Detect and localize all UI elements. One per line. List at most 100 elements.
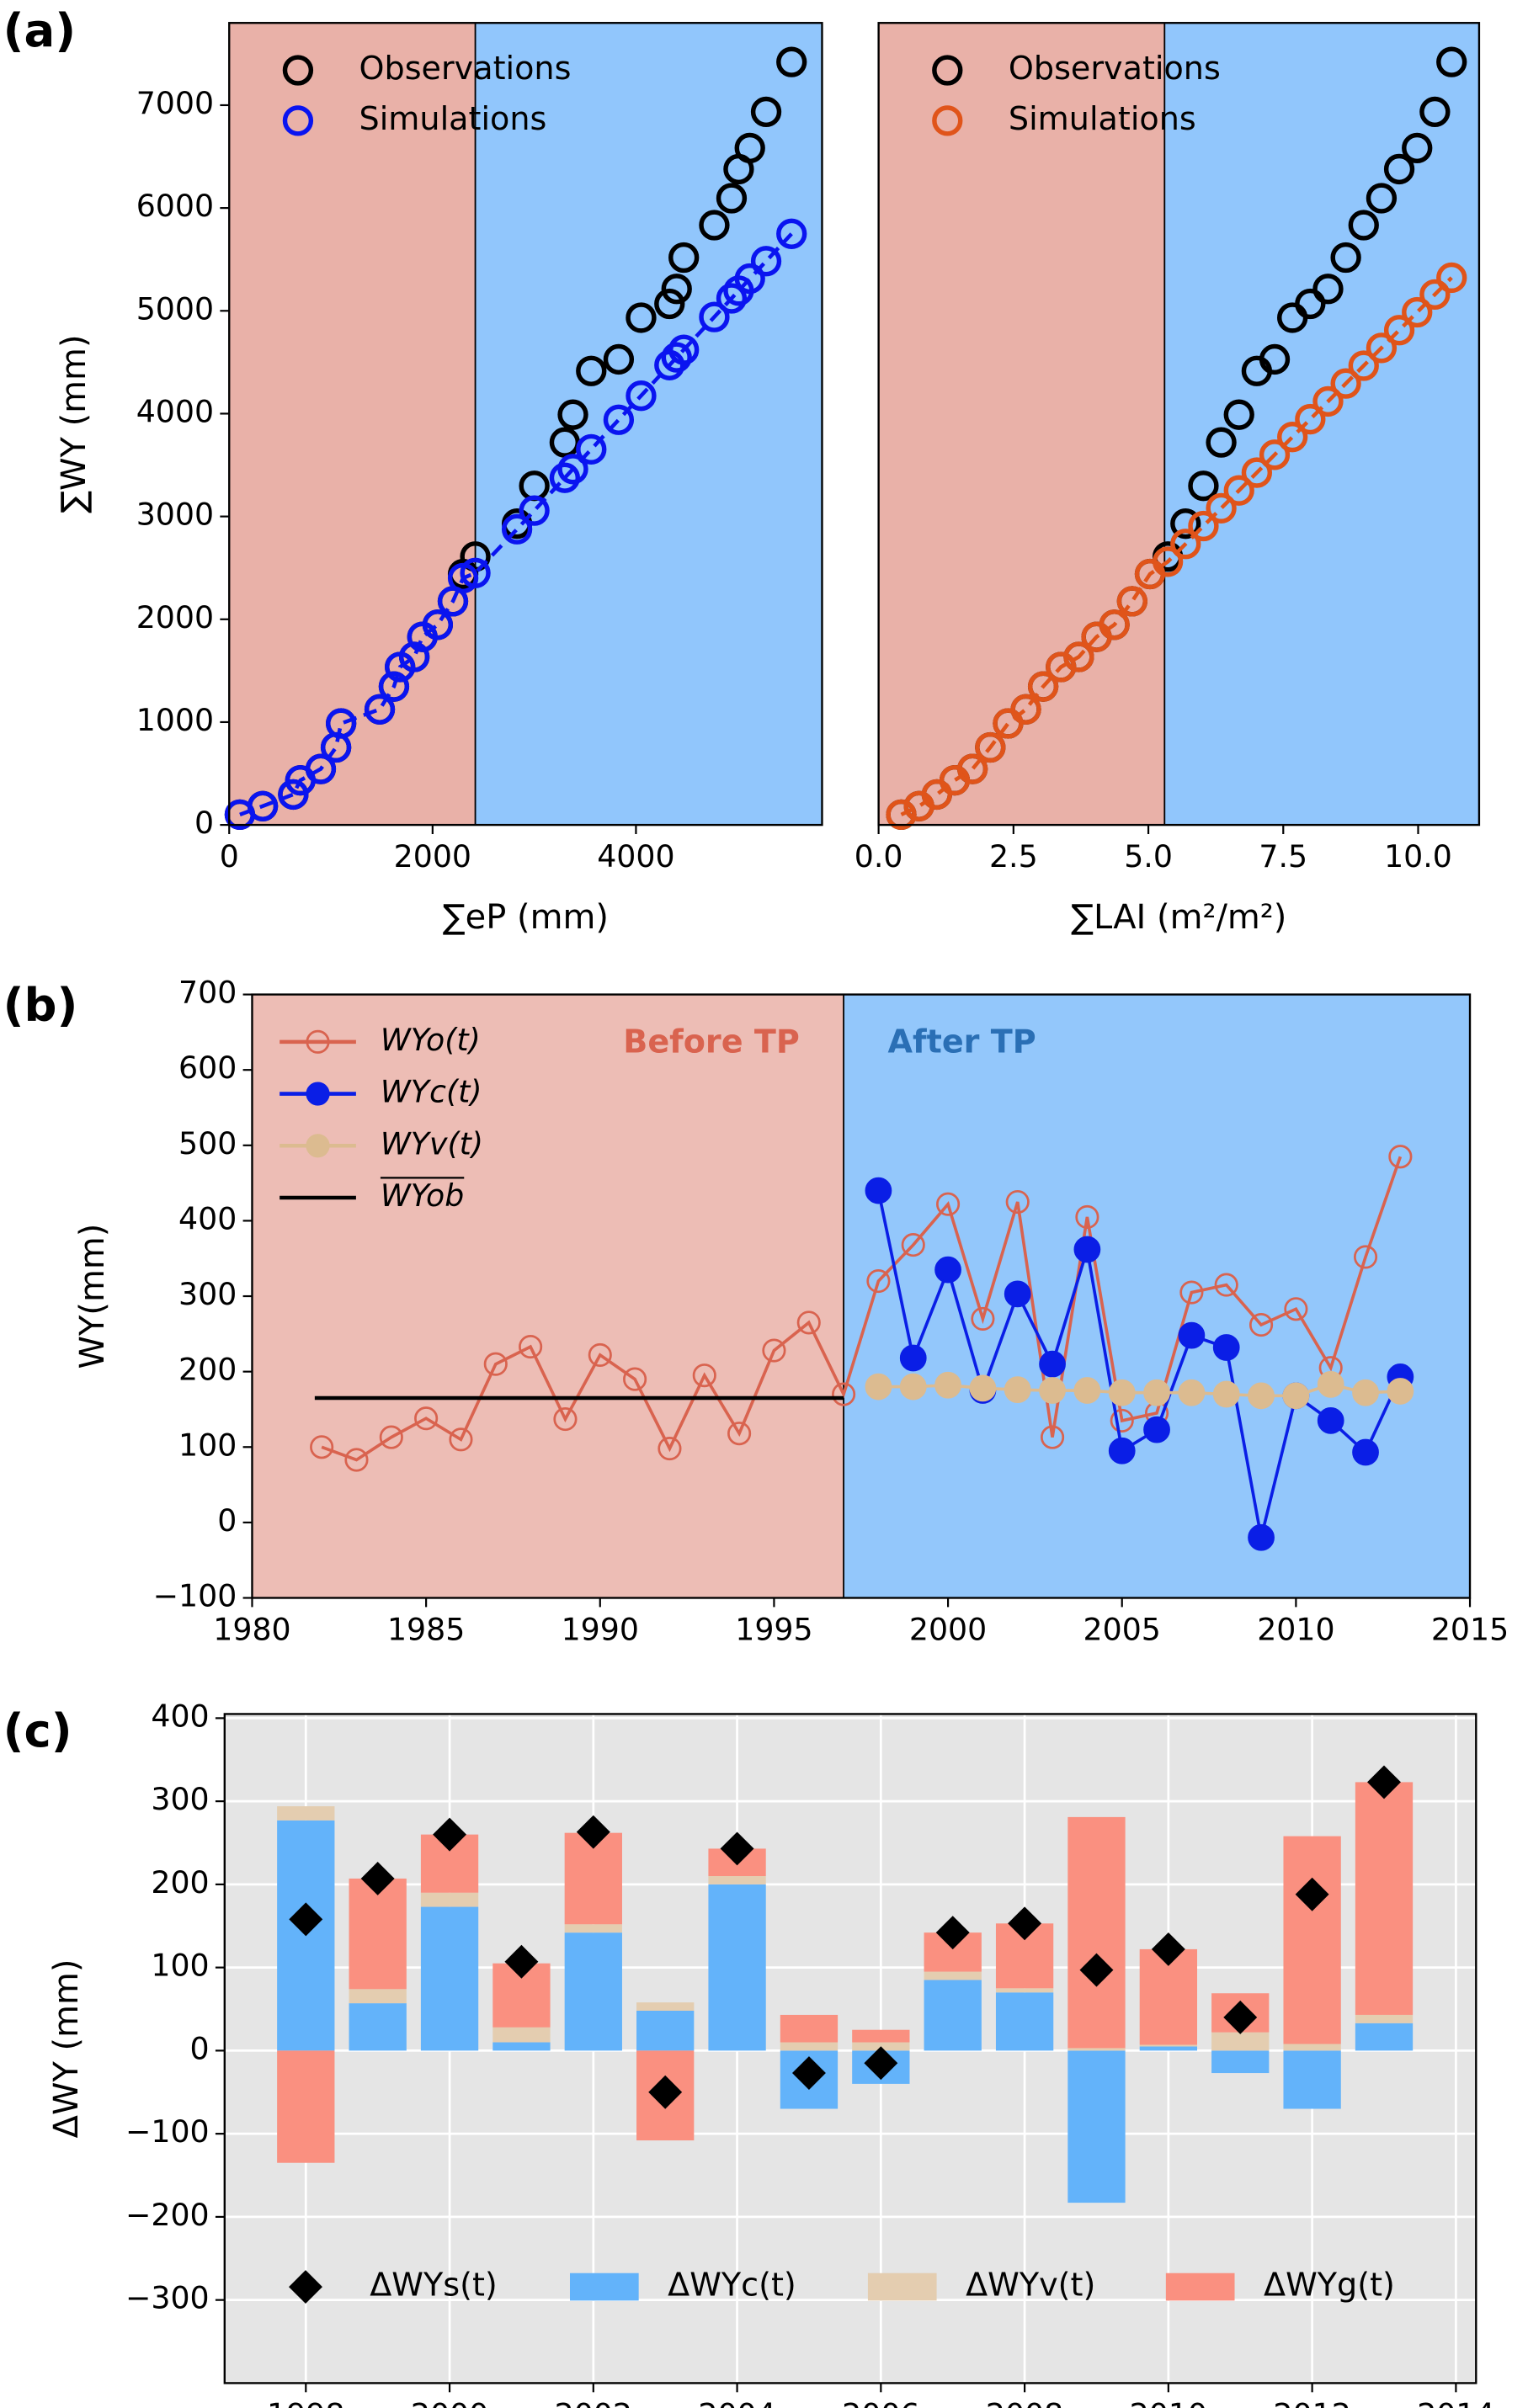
y-tick-label: 0 xyxy=(190,2030,210,2066)
point xyxy=(603,404,635,435)
x-tick-label: 1998 xyxy=(267,2396,344,2408)
point xyxy=(310,1435,334,1459)
point xyxy=(1241,457,1273,488)
point xyxy=(1402,296,1433,328)
point xyxy=(1248,1382,1275,1410)
region-before xyxy=(878,23,1165,826)
point xyxy=(1073,1236,1101,1263)
bar-segment xyxy=(1139,2044,1198,2047)
bar-segment xyxy=(349,2003,407,2051)
point xyxy=(1282,1382,1310,1410)
y-tick-label: 400 xyxy=(178,1200,237,1236)
point xyxy=(971,1306,995,1331)
x-axis-label: ∑eP (mm) xyxy=(443,898,609,937)
point xyxy=(699,210,730,241)
x-tick-label: 2010 xyxy=(1130,2396,1207,2408)
point xyxy=(1436,262,1467,294)
point xyxy=(716,283,748,314)
point xyxy=(1206,492,1237,524)
point xyxy=(750,96,782,128)
x-tick-label: 2008 xyxy=(986,2396,1063,2408)
point xyxy=(588,1342,612,1368)
bar-segment xyxy=(1355,1782,1414,2015)
y-tick-label: 600 xyxy=(178,1050,237,1086)
legend-label: Simulations xyxy=(1009,100,1196,137)
x-tick-label: 2002 xyxy=(555,2396,632,2408)
y-tick-label: 100 xyxy=(151,1948,209,1984)
legend-label: Simulations xyxy=(359,100,547,137)
region-after xyxy=(475,23,823,826)
x-tick-label: 2015 xyxy=(1431,1611,1509,1647)
y-axis-label: ∑WY (mm) xyxy=(55,334,93,513)
point xyxy=(422,609,454,641)
x-tick-label: 0 xyxy=(220,838,239,874)
point xyxy=(379,1425,403,1449)
point xyxy=(557,399,588,430)
bar-segment xyxy=(1211,2032,1270,2051)
point xyxy=(1041,1425,1065,1449)
point xyxy=(1214,1273,1238,1297)
y-axis-label: WY(mm) xyxy=(73,1224,112,1369)
point xyxy=(1402,132,1433,164)
y-tick-label: 200 xyxy=(151,1864,209,1900)
y-tick-label: 2000 xyxy=(136,599,214,635)
point xyxy=(727,1422,752,1446)
bar-segment xyxy=(564,1924,622,1933)
plot-frame xyxy=(877,22,1481,827)
point xyxy=(1178,1321,1206,1349)
x-tick-label: 2012 xyxy=(1273,2396,1350,2408)
point xyxy=(1110,1408,1134,1433)
point xyxy=(1284,1297,1308,1321)
y-tick-label: 6000 xyxy=(136,188,214,224)
bar-segment xyxy=(924,1971,982,1980)
point xyxy=(668,334,700,365)
diamond-point xyxy=(1008,1906,1042,1941)
bar-segment xyxy=(852,2029,910,2043)
legend-label: Observations xyxy=(359,50,572,87)
point xyxy=(1387,1378,1414,1405)
point xyxy=(1188,470,1219,502)
point xyxy=(661,274,692,305)
point xyxy=(1248,1523,1275,1551)
point xyxy=(1248,1313,1274,1337)
point xyxy=(750,246,782,277)
point xyxy=(716,183,748,214)
legend-marker xyxy=(306,1082,330,1106)
legend-label: WYv(t) xyxy=(381,1125,483,1161)
x-tick-label: 2010 xyxy=(1257,1611,1334,1647)
point xyxy=(1419,279,1451,311)
bar-segment xyxy=(1283,1836,1341,2044)
point xyxy=(1223,399,1254,430)
point xyxy=(1073,1377,1101,1404)
diamond-point xyxy=(791,2056,826,2091)
legend-label: ΔWYc(t) xyxy=(668,2267,796,2304)
point xyxy=(501,513,533,545)
point xyxy=(1108,1379,1136,1406)
point xyxy=(1212,1380,1240,1408)
point xyxy=(1388,1145,1413,1169)
bar-segment xyxy=(780,2014,839,2043)
point xyxy=(1004,1280,1031,1308)
point xyxy=(654,288,685,320)
bar-segment xyxy=(349,1989,407,2004)
point xyxy=(1348,350,1379,381)
y-tick-label: 300 xyxy=(178,1276,237,1312)
bar-segment xyxy=(420,1892,479,1907)
point xyxy=(1143,1416,1170,1443)
point xyxy=(934,1256,961,1284)
y-tick-label: 0 xyxy=(217,1502,237,1539)
x-tick-label: 2000 xyxy=(909,1611,987,1647)
x-tick-label: 2.5 xyxy=(989,838,1038,874)
point xyxy=(247,790,279,821)
bar-segment xyxy=(1355,2014,1414,2023)
y-tick-label: 1000 xyxy=(136,702,214,738)
point xyxy=(626,302,657,333)
bar-segment xyxy=(420,1906,479,2051)
point xyxy=(796,1310,821,1335)
bar-segment xyxy=(1355,2023,1414,2051)
y-tick-label: −200 xyxy=(125,2197,210,2233)
legend-label: WYob xyxy=(381,1177,464,1214)
bar-segment xyxy=(1211,2050,1270,2074)
y-tick-label: 200 xyxy=(178,1352,237,1388)
